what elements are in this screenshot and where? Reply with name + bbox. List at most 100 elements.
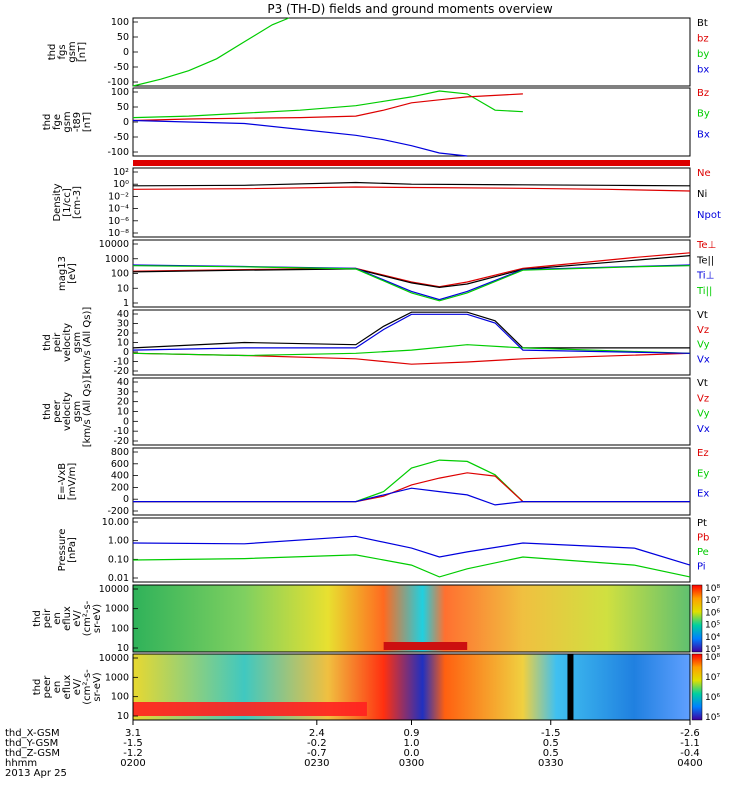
- series-Ti||: [132, 265, 691, 302]
- x-row-label: thd_Z-GSM: [5, 748, 60, 759]
- colorbar-label: 10⁶: [705, 693, 720, 703]
- colorbar-label: 10⁶: [705, 608, 720, 618]
- y-axis-label: thdpeervelocitygsm[km/s (All Qs)]: [42, 376, 93, 448]
- legend-Vt: Vt: [697, 310, 708, 321]
- y-tick-label: -50: [113, 132, 129, 143]
- colorbar-label: 10⁷: [705, 673, 720, 683]
- y-tick-label: 10⁰: [113, 179, 129, 190]
- colorbar-label: 10⁸: [705, 584, 720, 594]
- x-row-value: -0.4: [680, 748, 700, 759]
- panel-frame: [132, 377, 691, 446]
- legend-Bx: Bx: [697, 129, 710, 140]
- y-tick-label: 100: [111, 692, 129, 703]
- panel-frame: [132, 517, 691, 583]
- y-tick-label: -20: [113, 436, 129, 447]
- y-tick-label: 30: [117, 319, 129, 330]
- legend-bz: bz: [697, 34, 709, 45]
- legend-By: By: [697, 109, 710, 120]
- y-tick-label: 1000: [105, 604, 129, 615]
- x-row-value: -1.5: [123, 738, 143, 749]
- y-tick-label: 1: [123, 298, 129, 309]
- y-tick-label: -100: [107, 77, 129, 88]
- series-by: [132, 17, 290, 87]
- y-axis-label: thdfgsgsm[nT]: [47, 41, 88, 62]
- legend-Pb: Pb: [697, 533, 709, 544]
- legend-Vy: Vy: [697, 409, 710, 420]
- panel-temp: 10000 1000 100 10 1 mag13[eV] Te⊥ Te|| Ti⊥ Ti||: [57, 239, 716, 309]
- legend-Ez: Ez: [697, 448, 709, 459]
- low-energy-band: [383, 642, 468, 650]
- y-tick-label: 0: [123, 494, 129, 505]
- series-Pi: [132, 535, 691, 566]
- panel-frame: [132, 309, 691, 376]
- heatmap-peir_en: [133, 585, 690, 652]
- y-axis-label: thdpeirvelocitygsm[km/s (All Qs)]: [42, 307, 93, 379]
- x-row-value: 0300: [399, 758, 424, 769]
- y-axis-label: thdpeirenefluxeV/(cm²-s-sr-eV): [32, 600, 103, 636]
- x-row-value: 0.5: [543, 748, 559, 759]
- series-Bx: [132, 119, 468, 157]
- panel-fgs: 100 50 0 -50 -100 thdfgsgsm[nT] Bt bz by bx: [47, 17, 709, 88]
- legend-Ni: Ni: [697, 189, 707, 200]
- panel-peer_en: 10⁸ 10⁷ 10⁶ 10⁵ 10000 1000 100 10 thdpeereneflux…: [32, 653, 720, 723]
- legend-bx: bx: [697, 65, 709, 76]
- x-row-label: thd_X-GSM: [5, 728, 60, 739]
- colorbar-label: 10⁵: [705, 713, 720, 723]
- y-tick-label: 100: [111, 17, 129, 28]
- y-tick-label: 800: [111, 447, 129, 458]
- colorbar-label: 10⁵: [705, 621, 720, 631]
- y-tick-label: -10: [113, 426, 129, 437]
- panel-peir_en: 10⁸ 10⁷ 10⁶ 10⁵ 10⁴ 10³ 10000 1000 100 10 thdpeire…: [32, 584, 720, 655]
- legend-by: by: [697, 49, 709, 60]
- y-tick-label: 0.01: [108, 573, 129, 584]
- series-Pe: [132, 554, 691, 578]
- colorbar-label: 10³: [705, 645, 720, 655]
- legend-Ti||: Ti||: [696, 286, 712, 297]
- x-row-value: 1.0: [404, 738, 420, 749]
- y-tick-label: 10: [117, 711, 129, 722]
- y-tick-label: 100: [111, 269, 129, 280]
- panel-frame: [132, 17, 691, 87]
- x-row-value: -0.7: [307, 748, 327, 759]
- data-gap: [567, 654, 574, 720]
- y-tick-label: 50: [117, 32, 129, 43]
- series-Bz: [132, 93, 523, 122]
- legend-Vz: Vz: [697, 393, 709, 404]
- y-tick-label: -200: [107, 506, 129, 517]
- x-row-value: -1.5: [541, 728, 561, 739]
- legend-Ti⊥: Ti⊥: [696, 271, 714, 282]
- y-tick-label: 1.00: [108, 536, 129, 547]
- y-axis-label: Density[1/cc][cm-3]: [52, 183, 83, 221]
- panel-frame: [132, 584, 691, 653]
- legend-Vz: Vz: [697, 325, 709, 336]
- series-Te||: [132, 255, 691, 289]
- x-row-label: hhmm: [5, 758, 37, 769]
- x-row-value: -2.6: [680, 728, 700, 739]
- x-row-value: 2.4: [309, 728, 325, 739]
- legend-Te||: Te||: [696, 255, 714, 266]
- figure-title: P3 (TH-D) fields and ground moments over…: [267, 2, 552, 16]
- panel-pressure: 10.00 1.00 0.10 0.01 Pressure[nPa] Pt Pb Pe Pi: [57, 517, 709, 584]
- legend-Pe: Pe: [697, 547, 709, 558]
- x-row-value: 0330: [538, 758, 563, 769]
- y-axis-label: thdpeerenefluxeV/(cm²-s-sr-eV): [32, 669, 103, 705]
- y-tick-label: -100: [107, 147, 129, 158]
- panel-fge: 100 50 0 -50 -100 thdfgegsm-t89[nT] Bz By Bx: [42, 87, 710, 158]
- y-tick-label: 20: [117, 328, 129, 339]
- panel-frame: [132, 447, 691, 516]
- x-row-value: -1.1: [680, 738, 700, 749]
- x-row-value: -1.2: [123, 748, 143, 759]
- y-tick-label: 10⁻⁸: [108, 228, 129, 239]
- y-tick-label: 400: [111, 471, 129, 482]
- legend-Bt: Bt: [697, 18, 708, 29]
- y-tick-label: 10000: [99, 239, 129, 250]
- series-Vx: [132, 313, 691, 354]
- legend-Te⊥: Te⊥: [696, 240, 716, 251]
- y-tick-label: 40: [117, 377, 129, 388]
